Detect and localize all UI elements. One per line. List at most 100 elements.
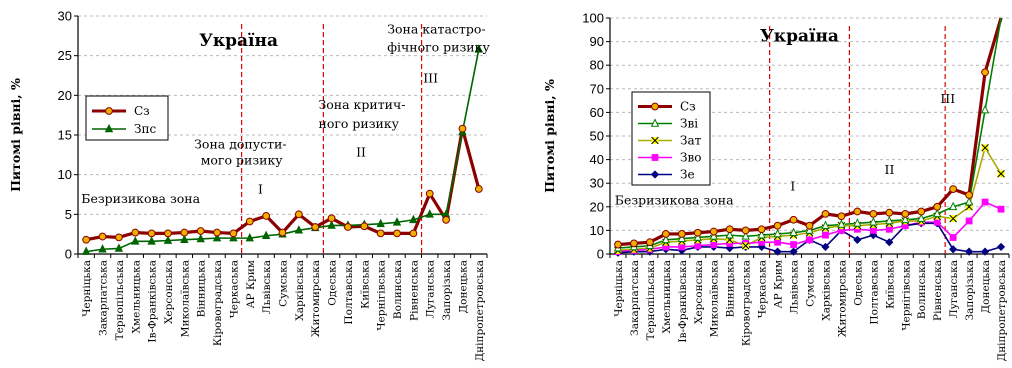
x-tick-label: Закарпатська xyxy=(98,260,110,336)
series-1-point xyxy=(180,234,189,244)
series-1-point xyxy=(869,217,878,226)
x-tick-label: Одеська xyxy=(327,260,339,306)
series-0-point xyxy=(901,209,910,218)
legend-swatch-marker xyxy=(105,107,113,115)
series-1-point xyxy=(245,233,254,242)
series-1-point xyxy=(917,213,926,222)
series-1-point xyxy=(677,233,687,242)
series-group xyxy=(81,44,484,255)
series-1-point xyxy=(163,235,173,244)
x-tick-label: АР Крим xyxy=(245,260,257,308)
series-3-point xyxy=(822,231,829,239)
legend-label-1: Зпс xyxy=(134,122,156,136)
series-0-point xyxy=(757,225,766,234)
zone-annotation: Зона критич- xyxy=(318,97,405,112)
x-tick-label: Запорізька xyxy=(964,260,976,320)
legend-label-0: Сз xyxy=(134,104,150,118)
series-0-point xyxy=(853,207,862,216)
series-3-point xyxy=(885,225,893,233)
chart-title: Україна xyxy=(760,27,839,47)
series-0-point xyxy=(933,202,942,211)
legend-label-2: Зат xyxy=(680,134,702,148)
series-0-point xyxy=(661,230,670,238)
series-1-point xyxy=(376,218,385,228)
series-4-point xyxy=(773,247,782,256)
x-tick-label: Харківська xyxy=(294,260,306,321)
series-0-point xyxy=(458,124,467,133)
x-tick-label: Черкаська xyxy=(228,260,240,318)
series-0-point xyxy=(262,212,271,220)
series-0-point xyxy=(646,238,654,247)
x-tick-label: Вінницька xyxy=(196,260,208,317)
x-tick-label: Полтавська xyxy=(343,260,355,325)
y-tick-label: 40 xyxy=(590,152,604,167)
zone-annotation: I xyxy=(258,182,263,197)
chart-left: 0 5 10 15 20 25 30 Черніцька Закарпатська Тернопі… xyxy=(8,9,490,362)
series-0-point xyxy=(115,233,123,242)
series-1-point xyxy=(229,233,238,242)
series-1-point xyxy=(709,231,718,240)
x-tick-label: Хмельницька xyxy=(661,260,673,334)
x-tick-label: Херсонська xyxy=(163,260,175,324)
series-0-point xyxy=(147,229,156,238)
series-0-point xyxy=(677,230,686,238)
x-tick-label: АР Крим xyxy=(773,260,785,308)
series-1-point xyxy=(853,218,862,227)
x-tick-label: Ів-Франківська xyxy=(677,260,689,343)
series-4-point xyxy=(853,235,862,244)
series-1-point xyxy=(98,244,107,253)
series-0-point xyxy=(245,217,254,226)
x-tick-label: Рівненська xyxy=(408,260,420,321)
x-tick-label: Донецька xyxy=(980,260,992,313)
series-2-point-cross xyxy=(741,241,750,250)
zone-annotation: II xyxy=(356,144,366,159)
series-4-point xyxy=(789,247,798,256)
series-0-point xyxy=(725,225,734,234)
series-0-point xyxy=(837,212,846,221)
y-tick-label: 30 xyxy=(590,176,604,191)
series-1-point xyxy=(661,234,671,244)
zone-annotation: Безризикова зона xyxy=(615,192,734,207)
series-0-point xyxy=(294,210,303,219)
series-0-point xyxy=(474,185,483,193)
series-0-point xyxy=(425,189,434,198)
series-1-point xyxy=(932,208,942,218)
series-0-point xyxy=(164,229,172,238)
chart-title: Україна xyxy=(199,31,278,51)
series-0-point xyxy=(131,228,140,237)
series-0-point xyxy=(965,191,974,199)
x-tick-label: Запорізька xyxy=(441,260,453,320)
series-1-point xyxy=(725,230,734,239)
series-0-point xyxy=(98,232,107,241)
x-tick-label: Тернопільська xyxy=(645,260,657,340)
x-tick-label: Сумська xyxy=(278,260,290,307)
series-1-point xyxy=(392,217,402,226)
series-4-point xyxy=(964,247,974,256)
series-1-point xyxy=(964,196,974,206)
y-tick-label: 20 xyxy=(590,199,604,214)
series-2-point-cross xyxy=(997,170,1005,178)
x-tick-label: Київська xyxy=(359,260,371,309)
x-tick-label: Волинська xyxy=(392,260,404,319)
zone-annotation: III xyxy=(423,71,438,86)
series-1-point xyxy=(147,236,156,245)
x-tick-label: Хмельницька xyxy=(130,260,142,334)
zone-annotation: Зона допусти- xyxy=(194,136,286,151)
series-1-point xyxy=(789,227,798,237)
series-0-point xyxy=(213,228,221,237)
y-tick-label: 5 xyxy=(65,207,72,222)
x-tick-label: Черкаська xyxy=(757,260,769,318)
x-tick-label: Миколаївська xyxy=(179,260,191,337)
series-0-point xyxy=(409,229,418,238)
series-0-point xyxy=(278,228,287,237)
x-tick-label: Одеська xyxy=(852,260,864,306)
series-1-point xyxy=(131,236,140,245)
x-tick-label: Вінницька xyxy=(725,260,737,317)
series-0-point xyxy=(869,209,878,218)
zone-annotation: ного ризику xyxy=(318,116,399,131)
x-tick-label: Черніцька xyxy=(613,260,625,317)
x-tick-label: Кіровоградська xyxy=(741,260,753,346)
series-1-point xyxy=(212,233,222,242)
legend-swatch-marker xyxy=(650,170,660,179)
series-group xyxy=(613,17,1006,257)
